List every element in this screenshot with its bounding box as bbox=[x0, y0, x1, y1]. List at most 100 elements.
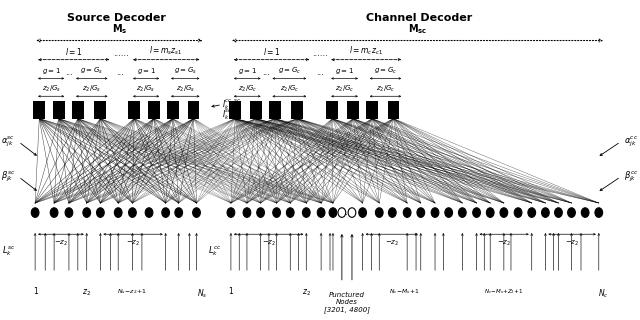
Text: $l=m_cz_{c1}$: $l=m_cz_{c1}$ bbox=[349, 44, 383, 57]
Text: ...: ... bbox=[548, 210, 556, 216]
Ellipse shape bbox=[417, 208, 425, 217]
Text: ...: ... bbox=[480, 210, 487, 216]
Ellipse shape bbox=[162, 208, 170, 217]
Text: ...: ... bbox=[582, 210, 589, 216]
Text: $z_2/G_c$: $z_2/G_c$ bbox=[335, 84, 355, 94]
Text: $L_k^{sc}$: $L_k^{sc}$ bbox=[2, 244, 15, 258]
Bar bbox=[72, 101, 84, 119]
Text: $z_2/G_s$: $z_2/G_s$ bbox=[42, 84, 61, 94]
Text: ......: ...... bbox=[113, 49, 129, 58]
Text: $-z_2$: $-z_2$ bbox=[385, 238, 399, 248]
Text: $z_2/G_c$: $z_2/G_c$ bbox=[237, 84, 257, 94]
Text: $g=1$: $g=1$ bbox=[137, 66, 156, 76]
Ellipse shape bbox=[129, 208, 136, 217]
Ellipse shape bbox=[303, 208, 310, 217]
Text: $l=1$: $l=1$ bbox=[65, 46, 83, 57]
Text: ...: ... bbox=[85, 107, 93, 113]
Text: ...: ... bbox=[179, 107, 188, 113]
Text: $g=G_c$: $g=G_c$ bbox=[374, 66, 397, 76]
Ellipse shape bbox=[458, 208, 466, 217]
Bar bbox=[148, 101, 160, 119]
Ellipse shape bbox=[431, 208, 439, 217]
Text: ...: ... bbox=[45, 107, 53, 113]
Text: $l=1$: $l=1$ bbox=[263, 46, 280, 57]
Ellipse shape bbox=[227, 208, 235, 217]
Text: $g=G_s$: $g=G_s$ bbox=[81, 66, 103, 76]
Bar bbox=[291, 101, 303, 119]
Text: $L_k^{cc}$: $L_k^{cc}$ bbox=[208, 244, 221, 258]
Bar bbox=[326, 101, 339, 119]
Ellipse shape bbox=[338, 208, 346, 217]
Text: Channel Decoder: Channel Decoder bbox=[366, 13, 472, 23]
Text: $\alpha_{jk}^{sc}$: $\alpha_{jk}^{sc}$ bbox=[1, 135, 15, 149]
Ellipse shape bbox=[51, 208, 58, 217]
Text: $N_c$: $N_c$ bbox=[598, 287, 608, 300]
Ellipse shape bbox=[541, 208, 549, 217]
Ellipse shape bbox=[97, 208, 104, 217]
Ellipse shape bbox=[581, 208, 589, 217]
Text: $I_k^{cc\_sc}$: $I_k^{cc\_sc}$ bbox=[222, 97, 241, 112]
Ellipse shape bbox=[193, 208, 200, 217]
Text: 1: 1 bbox=[33, 287, 38, 296]
Ellipse shape bbox=[473, 208, 481, 217]
Text: $N_s\!-\!z_2\!+\!1$: $N_s\!-\!z_2\!+\!1$ bbox=[118, 287, 147, 296]
Text: $z_2/G_c$: $z_2/G_c$ bbox=[280, 84, 299, 94]
Text: Punctured
Nodes
[3201, 4800]: Punctured Nodes [3201, 4800] bbox=[324, 292, 370, 313]
Text: Source Decoder: Source Decoder bbox=[67, 13, 166, 23]
Text: ...: ... bbox=[74, 210, 81, 216]
Text: ...: ... bbox=[379, 107, 387, 113]
Text: $-z_2$: $-z_2$ bbox=[262, 238, 276, 248]
Ellipse shape bbox=[31, 208, 39, 217]
Text: $z_2/G_s$: $z_2/G_s$ bbox=[136, 84, 156, 94]
Ellipse shape bbox=[348, 208, 356, 217]
Text: $\mathbf{M_s}$: $\mathbf{M_s}$ bbox=[111, 23, 127, 36]
Ellipse shape bbox=[376, 208, 383, 217]
Text: $g=1$: $g=1$ bbox=[42, 66, 61, 76]
Text: ...: ... bbox=[41, 210, 48, 216]
Ellipse shape bbox=[175, 208, 182, 217]
Bar bbox=[95, 101, 106, 119]
Text: ...: ... bbox=[140, 107, 148, 113]
Text: $g=G_s$: $g=G_s$ bbox=[174, 66, 196, 76]
Ellipse shape bbox=[445, 208, 452, 217]
Text: $-z_2$: $-z_2$ bbox=[54, 238, 68, 248]
Ellipse shape bbox=[329, 208, 337, 217]
Text: ...: ... bbox=[316, 68, 324, 77]
Text: ...: ... bbox=[445, 210, 452, 216]
Ellipse shape bbox=[515, 208, 522, 217]
Ellipse shape bbox=[528, 208, 536, 217]
Bar bbox=[348, 101, 359, 119]
Text: ...: ... bbox=[241, 107, 250, 113]
Text: ...: ... bbox=[515, 210, 521, 216]
Text: ...: ... bbox=[106, 210, 113, 216]
Text: ...: ... bbox=[236, 210, 243, 216]
Ellipse shape bbox=[555, 208, 563, 217]
Bar bbox=[53, 101, 65, 119]
Text: ...: ... bbox=[146, 210, 152, 216]
Ellipse shape bbox=[273, 208, 280, 217]
Text: $N_c\!-\!M_s\!+\!1$: $N_c\!-\!M_s\!+\!1$ bbox=[389, 287, 419, 296]
Text: ......: ...... bbox=[312, 49, 328, 58]
Ellipse shape bbox=[568, 208, 575, 217]
Ellipse shape bbox=[65, 208, 73, 217]
Text: $\beta_{jk}^{cc}$: $\beta_{jk}^{cc}$ bbox=[624, 170, 638, 184]
Text: ...: ... bbox=[324, 210, 330, 216]
Text: ...: ... bbox=[116, 68, 125, 77]
Ellipse shape bbox=[145, 208, 153, 217]
Text: ...: ... bbox=[374, 210, 381, 216]
Ellipse shape bbox=[359, 208, 367, 217]
Bar bbox=[250, 101, 262, 119]
Ellipse shape bbox=[486, 208, 494, 217]
Text: $z_2/G_c$: $z_2/G_c$ bbox=[376, 84, 395, 94]
Ellipse shape bbox=[595, 208, 603, 217]
Text: $z_2$: $z_2$ bbox=[302, 287, 311, 298]
Text: ...: ... bbox=[262, 68, 271, 77]
Ellipse shape bbox=[115, 208, 122, 217]
Bar bbox=[188, 101, 200, 119]
Ellipse shape bbox=[403, 208, 411, 217]
Ellipse shape bbox=[500, 208, 508, 217]
Bar bbox=[269, 101, 281, 119]
Text: $\mathbf{M_{sc}}$: $\mathbf{M_{sc}}$ bbox=[408, 23, 428, 36]
Text: $-z_2$: $-z_2$ bbox=[565, 238, 579, 248]
Text: $\alpha_{jk}^{cc}$: $\alpha_{jk}^{cc}$ bbox=[624, 135, 638, 149]
